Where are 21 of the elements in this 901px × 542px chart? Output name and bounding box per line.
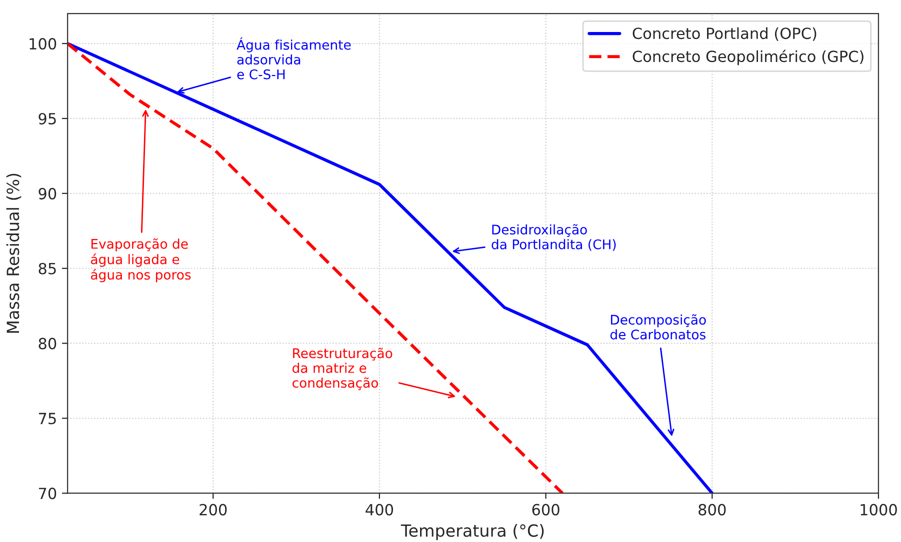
x-tick-label: 200 — [200, 504, 227, 516]
y-tick-label: 90 — [38, 188, 56, 200]
annotation: Evaporação de água ligada e água nos poros — [90, 238, 191, 282]
annotation: Água fisicamente adsorvida e C-S-H — [236, 37, 351, 80]
legend-label: Concreto Geopolimérico (GPC) — [632, 50, 864, 66]
x-tick-label: 1000 — [860, 504, 897, 516]
y-tick-label: 75 — [38, 412, 56, 424]
y-tick-label: 95 — [38, 112, 56, 124]
y-tick-label: 80 — [38, 338, 56, 350]
y-tick-label: 85 — [38, 262, 56, 274]
y-axis-title: Massa Residual (%) — [6, 174, 22, 333]
annotation: Desidroxilação da Portlandita (CH) — [492, 224, 616, 251]
legend-label: Concreto Portland (OPC) — [632, 27, 816, 41]
x-tick-label: 400 — [366, 504, 394, 516]
annotation: Reestruturação da matriz e condensação — [292, 348, 392, 390]
x-axis-title: Temperatura (°C) — [400, 524, 544, 540]
annotation: Decomposição de Carbonatos — [610, 314, 706, 340]
y-tick-label: 70 — [38, 488, 56, 500]
y-tick-label: 100 — [30, 38, 56, 50]
x-tick-label: 600 — [532, 504, 560, 516]
x-tick-label: 800 — [698, 504, 726, 516]
